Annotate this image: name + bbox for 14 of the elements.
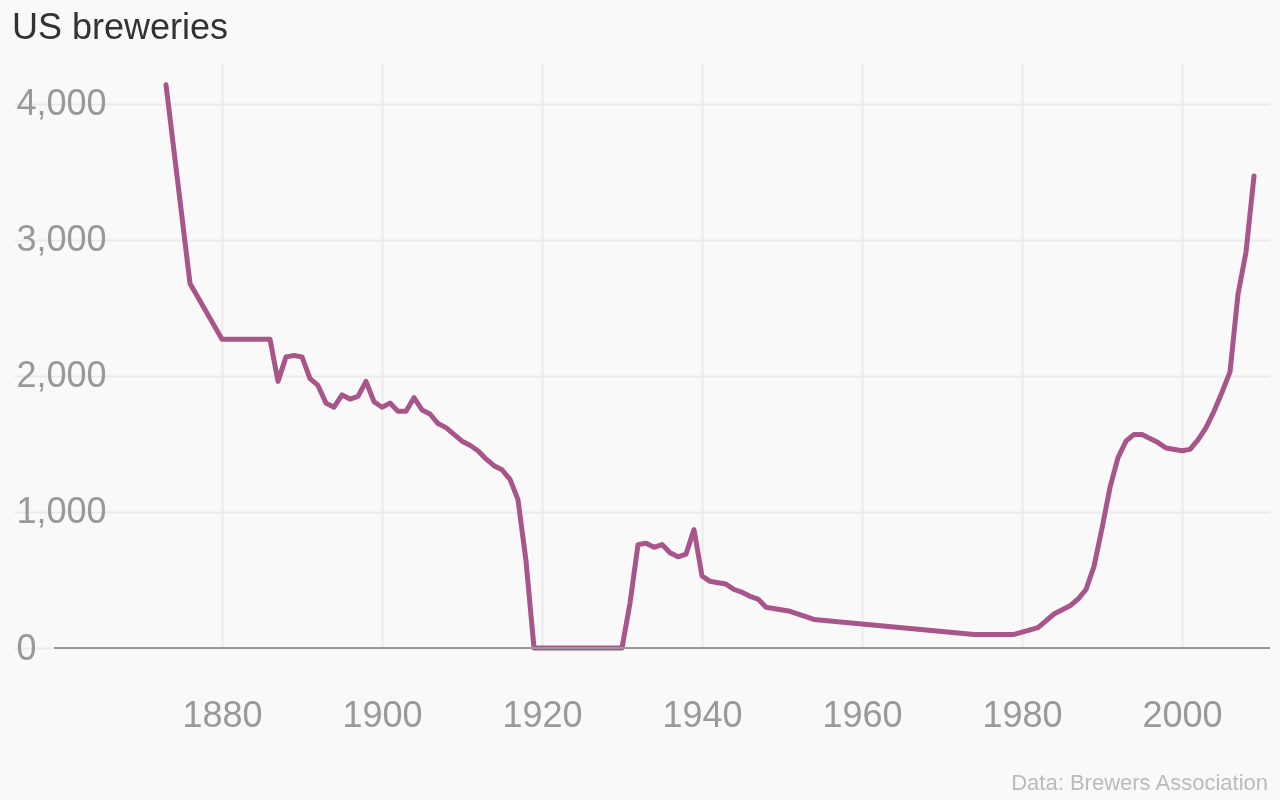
x-tick-label: 1960 bbox=[822, 693, 903, 735]
x-tick-label: 1920 bbox=[502, 693, 583, 735]
y-tick-label: 1,000 bbox=[16, 490, 107, 532]
x-tick-label: 1880 bbox=[182, 693, 263, 735]
x-tick-label: 1940 bbox=[662, 693, 743, 735]
y-tick-label: 2,000 bbox=[16, 354, 107, 396]
y-tick-label: 3,000 bbox=[16, 218, 107, 260]
y-tick-label: 0 bbox=[16, 626, 37, 668]
x-tick-label: 1980 bbox=[982, 693, 1063, 735]
text: Data: Brewers Association bbox=[1011, 770, 1268, 796]
x-tick-label: 1900 bbox=[342, 693, 423, 735]
x-tick-label: 2000 bbox=[1142, 693, 1223, 735]
y-tick-label: 4,000 bbox=[16, 82, 107, 124]
chart-title: US breweries bbox=[12, 6, 229, 47]
